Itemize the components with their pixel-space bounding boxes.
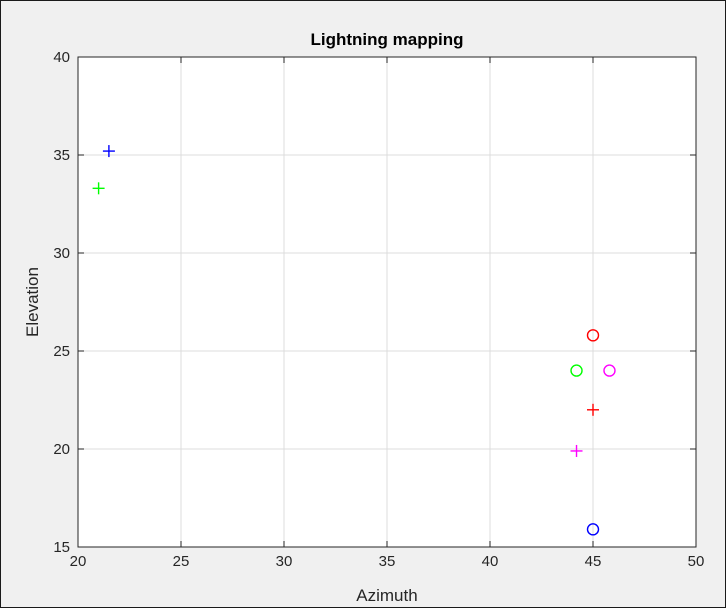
y-axis-title: Elevation xyxy=(23,267,42,337)
grid-lines-front xyxy=(78,57,696,547)
x-tick-label: 50 xyxy=(688,553,705,570)
x-tick-label: 40 xyxy=(482,553,499,570)
x-tick-label: 20 xyxy=(70,553,87,570)
data-points xyxy=(92,145,616,536)
circle-marker xyxy=(603,364,616,377)
y-tick-label: 20 xyxy=(53,441,70,458)
circle-marker xyxy=(586,523,600,536)
y-tick-label: 40 xyxy=(53,49,70,66)
y-tick-label: 25 xyxy=(53,343,70,360)
x-tick-label: 25 xyxy=(173,553,190,570)
x-tick-label: 35 xyxy=(379,553,396,570)
y-tick-label: 30 xyxy=(53,245,70,262)
circle-marker xyxy=(586,329,600,342)
y-tick-label: 15 xyxy=(53,539,70,556)
plus-marker xyxy=(92,182,105,195)
plus-marker xyxy=(587,403,599,416)
circle-marker xyxy=(570,364,583,377)
x-tick-label: 45 xyxy=(585,553,602,570)
x-axis-title: Azimuth xyxy=(356,586,417,605)
plus-marker xyxy=(102,145,115,158)
chart-title: Lightning mapping xyxy=(311,30,464,49)
plus-marker xyxy=(570,444,583,457)
x-tick-label: 30 xyxy=(276,553,293,570)
y-tick-label: 35 xyxy=(53,147,70,164)
